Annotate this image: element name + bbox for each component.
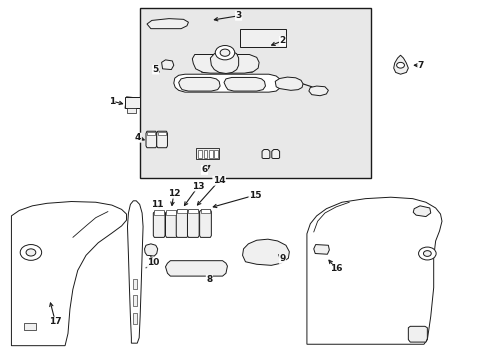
Polygon shape	[157, 131, 167, 148]
Text: 9: 9	[279, 255, 285, 264]
Bar	[133, 279, 137, 289]
Polygon shape	[271, 149, 279, 158]
Circle shape	[418, 247, 435, 260]
Polygon shape	[11, 202, 126, 346]
Bar	[188, 209, 198, 213]
Polygon shape	[165, 261, 227, 276]
Polygon shape	[262, 149, 269, 158]
Bar	[158, 132, 165, 135]
Text: 1: 1	[108, 96, 115, 105]
Bar	[125, 97, 140, 108]
Polygon shape	[146, 131, 157, 148]
Bar	[200, 209, 210, 213]
Bar	[203, 150, 207, 158]
Circle shape	[396, 62, 404, 68]
Text: 2: 2	[279, 36, 285, 45]
Circle shape	[215, 45, 234, 60]
Text: 11: 11	[151, 200, 163, 209]
Polygon shape	[173, 74, 281, 92]
Polygon shape	[306, 197, 441, 344]
Polygon shape	[147, 19, 188, 29]
Bar	[208, 150, 212, 158]
Bar	[127, 108, 136, 113]
Bar	[239, 29, 285, 47]
Bar	[213, 150, 217, 158]
Polygon shape	[153, 211, 164, 237]
Polygon shape	[176, 210, 187, 237]
Text: 10: 10	[146, 258, 159, 267]
Polygon shape	[144, 244, 158, 256]
Bar	[140, 8, 370, 178]
Polygon shape	[161, 60, 173, 69]
Bar	[177, 209, 186, 213]
Text: 12: 12	[167, 189, 180, 198]
Bar	[154, 211, 163, 215]
Bar	[133, 296, 137, 306]
Polygon shape	[224, 77, 265, 91]
Bar	[166, 211, 176, 215]
Bar	[195, 148, 219, 159]
Text: 7: 7	[417, 61, 423, 70]
Polygon shape	[125, 97, 140, 108]
Polygon shape	[210, 51, 238, 73]
Text: 14: 14	[212, 176, 225, 185]
Text: 15: 15	[248, 190, 261, 199]
Polygon shape	[412, 206, 430, 217]
Text: 13: 13	[191, 182, 204, 191]
Text: 6: 6	[201, 166, 207, 175]
Polygon shape	[178, 77, 220, 91]
Polygon shape	[165, 211, 177, 237]
Polygon shape	[199, 210, 211, 237]
Polygon shape	[313, 244, 329, 254]
Polygon shape	[407, 326, 427, 342]
Text: 5: 5	[152, 65, 159, 74]
Polygon shape	[187, 210, 199, 237]
Polygon shape	[393, 55, 407, 74]
Polygon shape	[127, 201, 143, 343]
Text: 16: 16	[329, 265, 342, 274]
Text: 8: 8	[206, 275, 212, 284]
Polygon shape	[242, 239, 289, 265]
Bar	[147, 132, 155, 135]
Polygon shape	[275, 77, 303, 90]
Polygon shape	[308, 86, 328, 96]
Polygon shape	[192, 54, 259, 73]
Bar	[198, 150, 202, 158]
Circle shape	[20, 244, 41, 260]
Bar	[24, 323, 36, 330]
Text: 4: 4	[135, 133, 141, 142]
Text: 3: 3	[235, 11, 241, 20]
Circle shape	[423, 251, 430, 256]
Bar	[133, 314, 137, 324]
Circle shape	[26, 249, 36, 256]
Circle shape	[220, 49, 229, 56]
Text: 17: 17	[49, 317, 61, 326]
